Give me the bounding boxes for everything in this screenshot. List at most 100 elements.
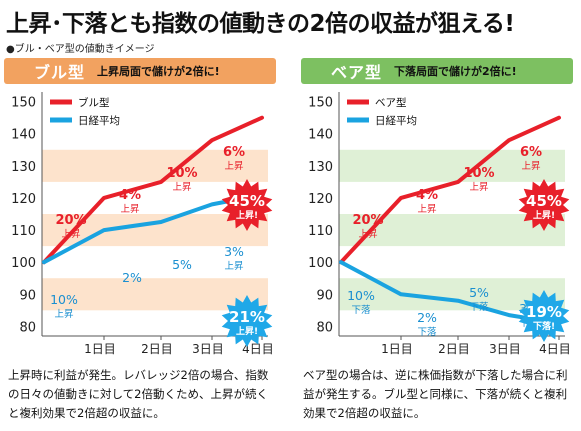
y-tick-label: 110 (308, 224, 333, 239)
index-change-pct: 5% (469, 285, 489, 300)
fund-total-word: 上昇! (236, 209, 258, 221)
data-point (456, 180, 460, 184)
index-change-word: 下落 (417, 326, 437, 338)
legend-label: 日経平均 (78, 114, 120, 127)
grid-band (42, 278, 268, 311)
index-change-word: 下落 (351, 304, 371, 316)
bear-badge: ベア型 (331, 63, 383, 82)
fund-total-pct: 45% (229, 192, 265, 210)
bear-caption: ベア型の場合は、逆に株価指数が下落した場合に利益が発生する。ブル型と同様に、下落… (303, 368, 568, 420)
index-change-word: 上昇 (54, 309, 74, 320)
y-tick-label: 150 (11, 96, 36, 111)
y-tick-label: 140 (11, 128, 36, 143)
bear-header-text: 下落局面で儲けが2倍に! (394, 65, 517, 78)
fund-total-burst (221, 179, 273, 231)
data-point (339, 260, 343, 264)
bull-panel-header: ブル型 上昇局面で儲けが2倍に! (4, 58, 276, 84)
legend-label: 日経平均 (375, 114, 417, 127)
x-tick-label: 1日目 (381, 342, 413, 356)
legend-label: ベア型 (375, 96, 407, 109)
index-total-burst (518, 290, 570, 342)
index-total-burst (221, 295, 273, 347)
data-point (102, 196, 106, 200)
y-tick-label: 80 (19, 320, 36, 335)
data-point (159, 180, 163, 184)
x-tick-label: 4日目 (242, 342, 274, 356)
data-point (507, 138, 511, 142)
fund-change-pct: 4% (416, 188, 438, 203)
data-point (159, 220, 163, 224)
fund-change-pct: 4% (119, 188, 141, 203)
fund-total-pct: 45% (526, 192, 562, 210)
x-tick-label: 1日目 (84, 342, 116, 356)
index-change-word: 上昇 (224, 261, 244, 272)
y-tick-label: 100 (308, 256, 333, 271)
y-tick-label: 80 (316, 320, 333, 335)
data-point (507, 313, 511, 317)
data-point (102, 228, 106, 232)
y-tick-label: 90 (316, 288, 333, 303)
data-point (399, 292, 403, 296)
fund-change-pct: 20% (352, 213, 383, 228)
y-tick-label: 110 (11, 224, 36, 239)
y-tick-label: 90 (19, 288, 36, 303)
index-total-pct: 21% (229, 308, 265, 326)
y-tick-label: 120 (308, 192, 333, 207)
index-total-pct: 19% (526, 303, 562, 321)
y-tick-label: 150 (308, 96, 333, 111)
bear-panel-header: ベア型 下落局面で儲けが2倍に! (301, 58, 573, 84)
data-point (557, 116, 561, 120)
data-point (42, 260, 46, 264)
fund-change-pct: 10% (463, 166, 494, 181)
data-point (260, 116, 264, 120)
fund-change-word: 上昇 (417, 204, 437, 215)
fund-change-word: 上昇 (61, 229, 81, 240)
x-tick-label: 4日目 (539, 342, 571, 356)
grid-band (42, 149, 268, 182)
bull-chart: 80 90 100 110 120 130 140 150 1日目 2日目 3日目 4日目 ブル型日経平… (11, 92, 274, 356)
y-tick-label: 100 (11, 256, 36, 271)
fund-change-word: 上昇 (358, 229, 378, 240)
subtitle: ●ブル・ベア型の値動きイメージ (6, 44, 155, 55)
index-change-pct: 10% (347, 288, 375, 303)
y-tick-label: 120 (11, 192, 36, 207)
index-change-pct: 10% (50, 292, 78, 307)
index-change-pct: 5% (172, 257, 192, 272)
x-tick-label: 2日目 (438, 342, 470, 356)
fund-change-pct: 20% (55, 213, 86, 228)
data-point (456, 299, 460, 303)
x-tick-label: 3日目 (192, 342, 224, 356)
fund-change-pct: 6% (520, 145, 542, 160)
y-tick-label: 140 (308, 128, 333, 143)
fund-change-word: 上昇 (120, 204, 140, 215)
fund-change-word: 上昇 (469, 182, 489, 193)
fund-total-word: 上昇! (533, 209, 555, 221)
headline: 上昇･下落とも指数の値動きの2倍の収益が狙える! (6, 11, 515, 37)
y-tick-label: 130 (11, 160, 36, 175)
index-change-pct: 2% (417, 310, 437, 325)
grid-band (339, 149, 565, 182)
fund-total-burst (518, 179, 570, 231)
bear-panel: ベア型 下落局面で儲けが2倍に! 80 90 100 110 120 130 140 150 1… (301, 58, 573, 358)
fund-change-pct: 6% (223, 145, 245, 160)
fund-change-word: 上昇 (521, 161, 541, 172)
data-point (210, 138, 214, 142)
data-point (210, 202, 214, 206)
legend-label: ブル型 (78, 96, 110, 109)
bull-header-text: 上昇局面で儲けが2倍に! (97, 65, 220, 78)
x-tick-label: 3日目 (489, 342, 521, 356)
x-tick-label: 2日目 (141, 342, 173, 356)
bear-chart: 80 90 100 110 120 130 140 150 1日目 2日目 3日目 4日目 ベア型日経平… (308, 92, 571, 356)
fund-change-word: 上昇 (224, 161, 244, 172)
index-change-pct: 3% (224, 244, 244, 259)
index-change-word: 下落 (469, 301, 489, 313)
bull-badge: ブル型 (34, 63, 86, 82)
fund-change-pct: 10% (166, 166, 197, 181)
index-change-pct: 2% (122, 270, 142, 285)
bull-caption: 上昇時に利益が発生。レバレッジ2倍の場合、指数の日々の値動きに対して2倍動くため… (8, 368, 269, 420)
index-total-word: 下落! (533, 320, 555, 332)
y-tick-label: 130 (308, 160, 333, 175)
data-point (399, 196, 403, 200)
bull-panel: ブル型 上昇局面で儲けが2倍に! 80 90 100 110 120 130 140 150 1… (4, 58, 276, 358)
index-total-word: 上昇! (236, 325, 258, 337)
